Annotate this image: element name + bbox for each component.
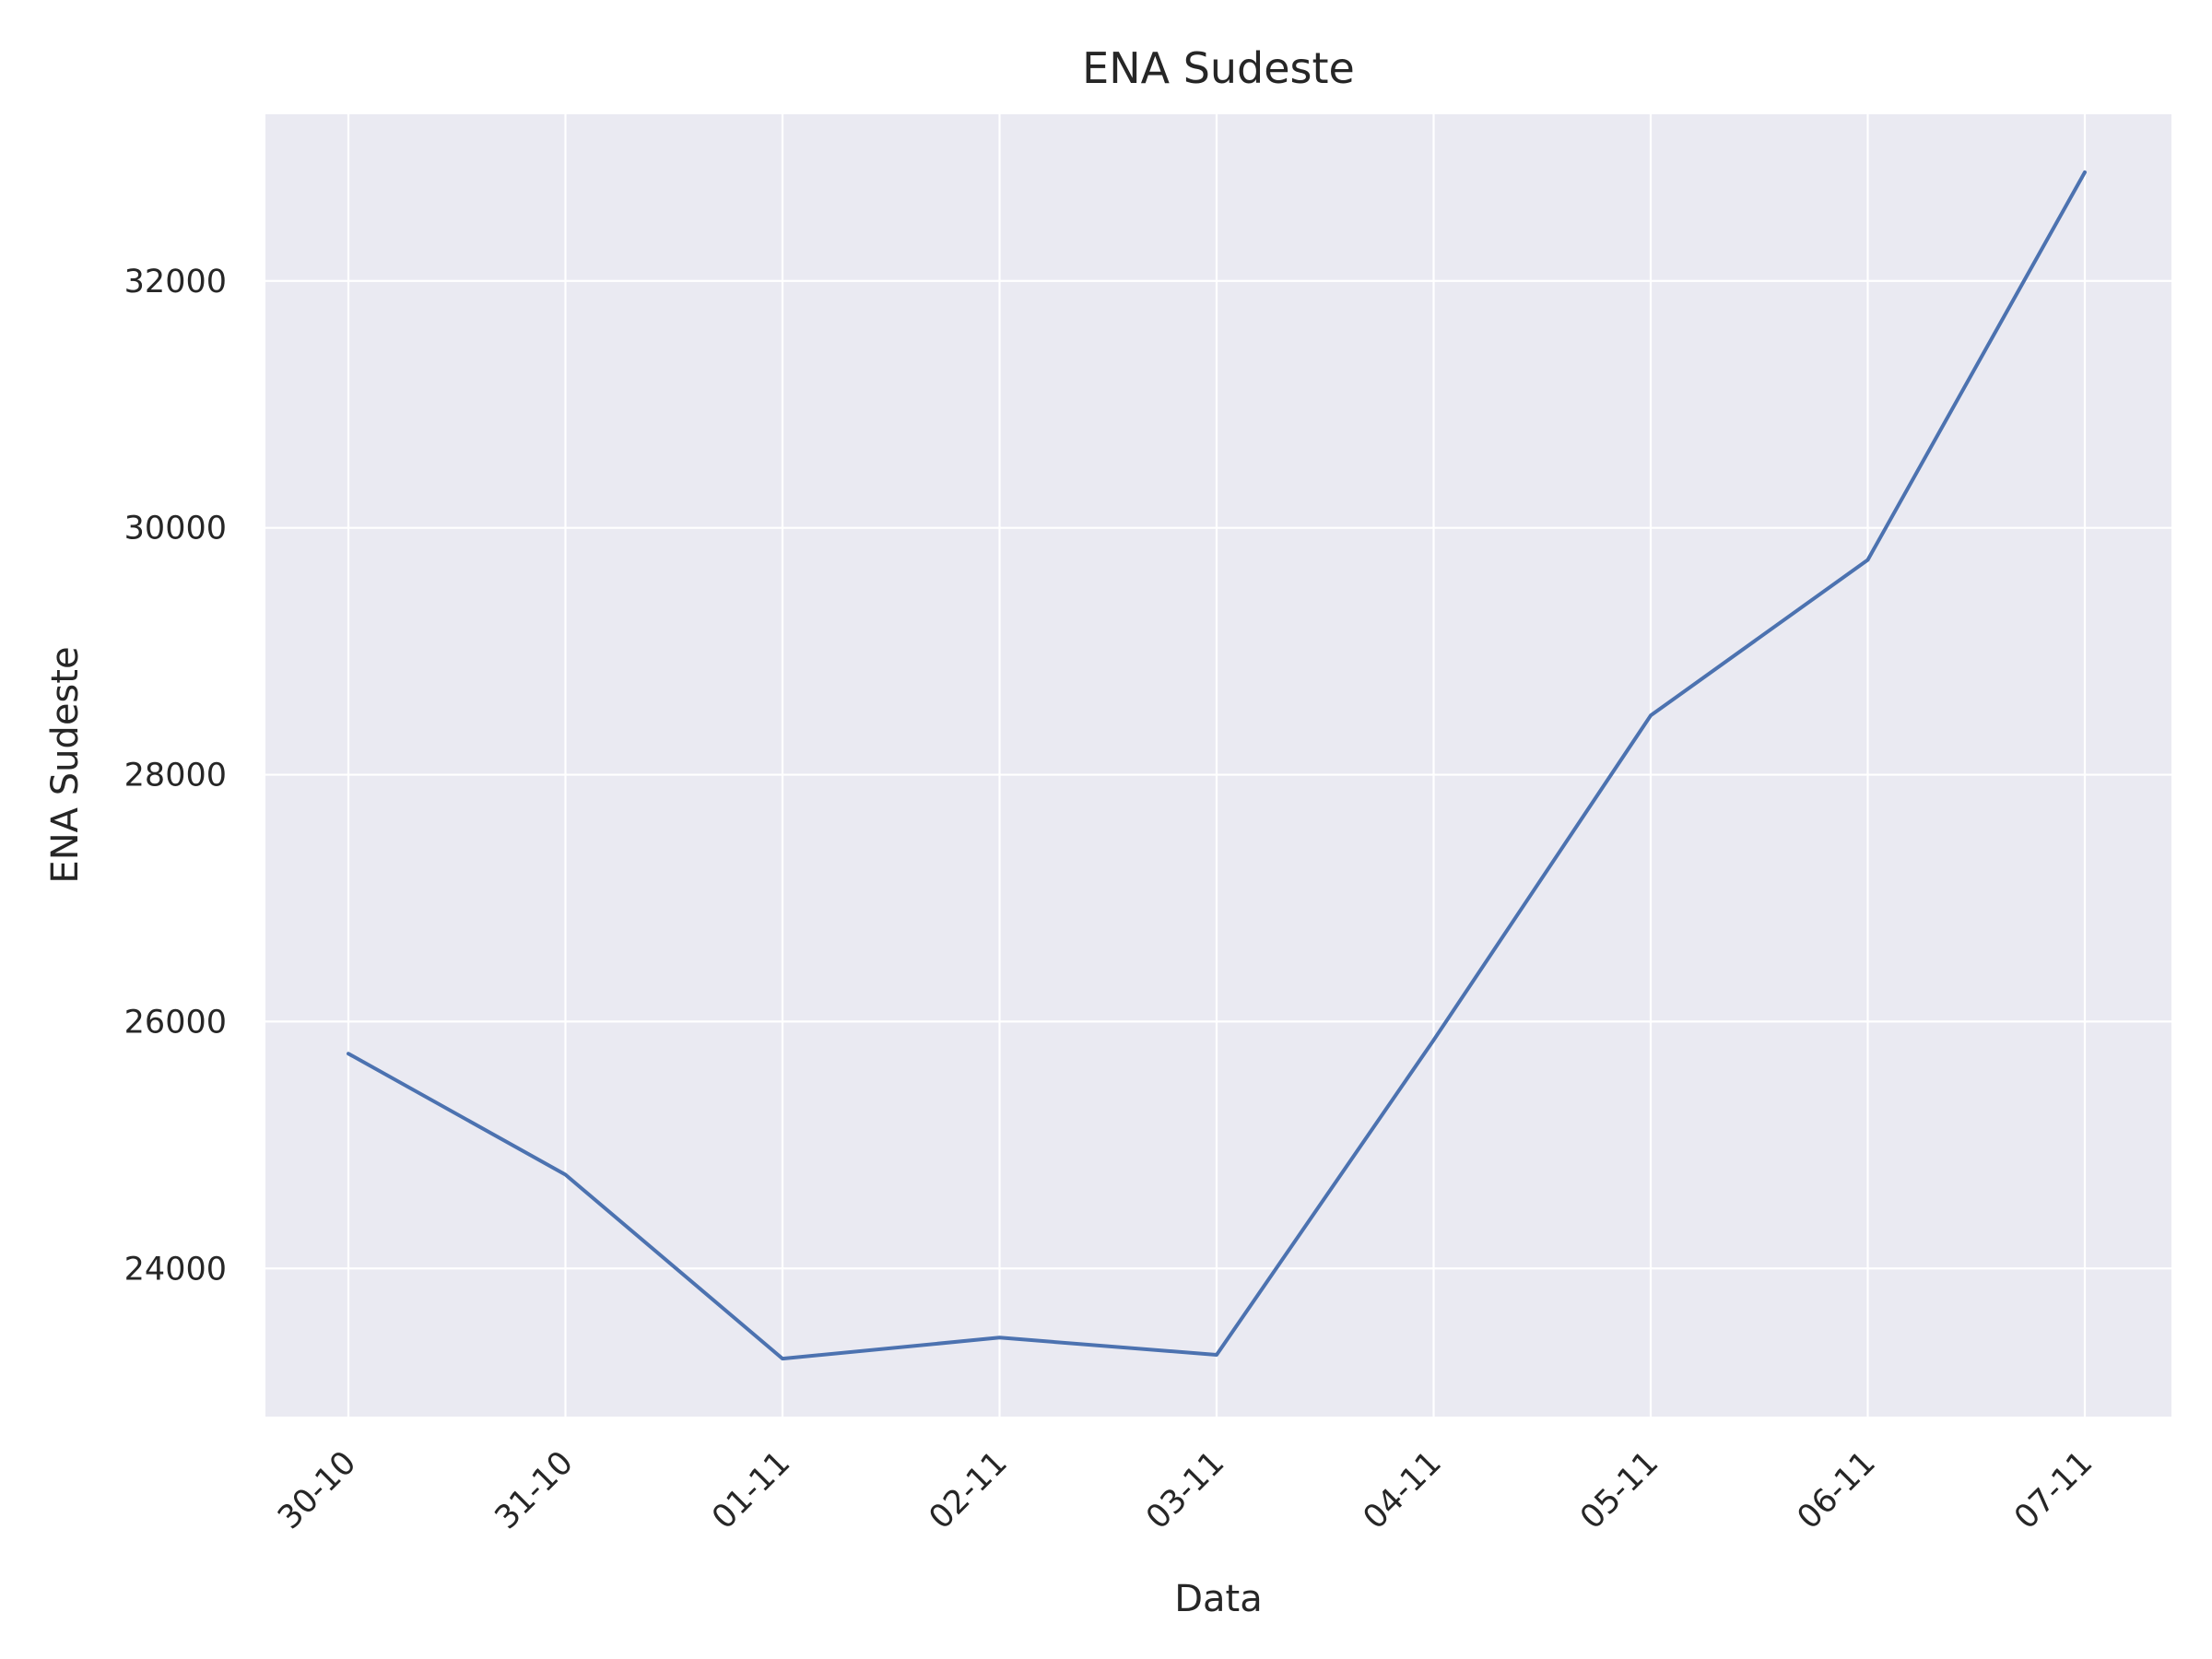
- y-tick-label: 28000: [124, 758, 227, 794]
- y-tick-label: 30000: [124, 511, 227, 547]
- plot-area: [265, 114, 2171, 1417]
- y-tick-label: 24000: [124, 1251, 227, 1288]
- y-tick-label: 26000: [124, 1004, 227, 1041]
- chart-title: ENA Sudeste: [1082, 43, 1355, 93]
- y-axis-label: ENA Sudeste: [44, 646, 87, 883]
- y-tick-label: 32000: [124, 264, 227, 300]
- series-layer: [347, 170, 2087, 1361]
- x-axis-label: Data: [1174, 1578, 1263, 1620]
- grid-lines: [265, 114, 2171, 1417]
- y-tick-labels: 24000 26000 28000 30000 32000: [124, 264, 227, 1288]
